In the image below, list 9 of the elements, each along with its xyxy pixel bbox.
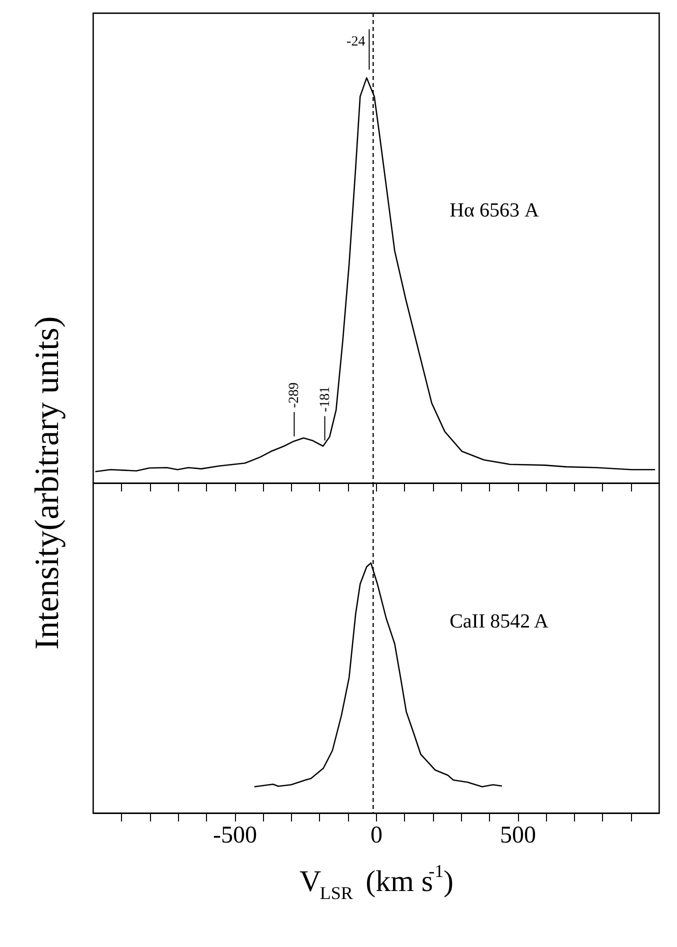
- x-tick-label: -500: [213, 822, 257, 848]
- x-tick-label: 0: [370, 822, 382, 848]
- annotation: Hα 6563 A: [450, 199, 540, 222]
- annotation: -24: [346, 34, 366, 50]
- x-tick-label: 500: [500, 822, 536, 848]
- annotation: -289: [287, 382, 302, 408]
- annotation: CaII 8542 A: [450, 610, 550, 633]
- annotation: -181: [318, 386, 333, 412]
- y-axis-title: Intensity(arbitrary units): [29, 316, 66, 650]
